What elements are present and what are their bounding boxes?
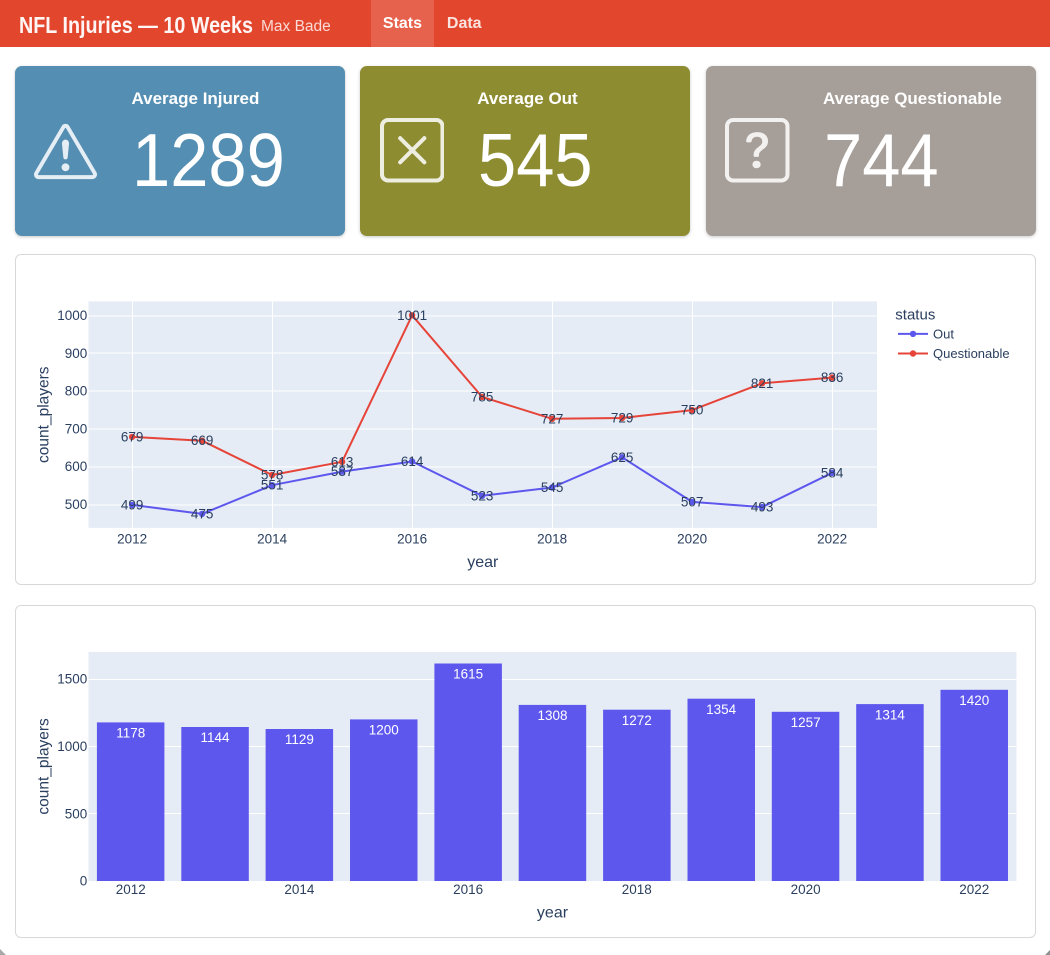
- svg-text:1272: 1272: [622, 713, 652, 728]
- svg-text:1200: 1200: [369, 723, 399, 738]
- svg-text:2016: 2016: [453, 882, 483, 897]
- svg-text:2014: 2014: [284, 882, 314, 897]
- svg-text:729: 729: [611, 410, 634, 425]
- svg-text:1000: 1000: [57, 308, 87, 323]
- svg-text:1308: 1308: [537, 708, 567, 723]
- svg-text:600: 600: [65, 459, 88, 474]
- svg-text:545: 545: [541, 480, 564, 495]
- svg-text:1129: 1129: [285, 732, 314, 747]
- svg-text:587: 587: [331, 464, 354, 479]
- svg-text:2012: 2012: [116, 882, 146, 897]
- svg-text:614: 614: [401, 454, 424, 469]
- svg-text:Out: Out: [933, 326, 954, 341]
- svg-text:584: 584: [821, 465, 844, 480]
- svg-text:475: 475: [191, 506, 214, 521]
- svg-text:1001: 1001: [397, 307, 427, 322]
- svg-text:900: 900: [65, 346, 88, 361]
- svg-text:1615: 1615: [453, 667, 483, 682]
- svg-text:2022: 2022: [959, 882, 989, 897]
- svg-text:785: 785: [471, 389, 494, 404]
- svg-text:1144: 1144: [201, 730, 230, 745]
- svg-text:551: 551: [261, 477, 284, 492]
- svg-text:0: 0: [80, 874, 88, 889]
- svg-text:count_players: count_players: [35, 366, 52, 463]
- svg-text:1000: 1000: [57, 739, 87, 754]
- svg-text:count_players: count_players: [35, 718, 52, 815]
- svg-text:1178: 1178: [116, 726, 145, 741]
- svg-text:750: 750: [681, 402, 704, 417]
- svg-text:2016: 2016: [397, 531, 427, 546]
- svg-text:523: 523: [471, 488, 494, 503]
- svg-text:800: 800: [65, 383, 88, 398]
- svg-text:669: 669: [191, 433, 214, 448]
- svg-text:2018: 2018: [537, 531, 567, 546]
- svg-text:1354: 1354: [706, 702, 736, 717]
- svg-text:2012: 2012: [117, 531, 147, 546]
- svg-text:821: 821: [751, 375, 774, 390]
- svg-text:613: 613: [331, 454, 354, 469]
- svg-text:year: year: [467, 553, 499, 570]
- svg-text:625: 625: [611, 449, 634, 464]
- svg-text:2020: 2020: [677, 531, 707, 546]
- svg-text:2022: 2022: [817, 531, 847, 546]
- svg-text:1500: 1500: [57, 671, 87, 686]
- svg-text:1420: 1420: [959, 693, 989, 708]
- svg-text:836: 836: [821, 370, 844, 385]
- svg-text:679: 679: [121, 429, 144, 444]
- svg-text:578: 578: [261, 467, 284, 482]
- svg-text:500: 500: [65, 497, 88, 512]
- svg-text:500: 500: [65, 806, 88, 821]
- svg-text:2020: 2020: [791, 882, 821, 897]
- svg-text:2014: 2014: [257, 531, 288, 546]
- svg-text:507: 507: [681, 494, 704, 509]
- svg-text:700: 700: [65, 421, 88, 436]
- svg-text:499: 499: [121, 497, 144, 512]
- svg-text:year: year: [537, 904, 569, 921]
- svg-text:Questionable: Questionable: [933, 346, 1010, 361]
- svg-text:status: status: [895, 306, 935, 323]
- svg-text:727: 727: [541, 411, 564, 426]
- svg-text:1314: 1314: [875, 707, 905, 722]
- svg-text:1257: 1257: [791, 715, 821, 730]
- svg-text:493: 493: [751, 499, 774, 514]
- svg-text:2018: 2018: [622, 882, 652, 897]
